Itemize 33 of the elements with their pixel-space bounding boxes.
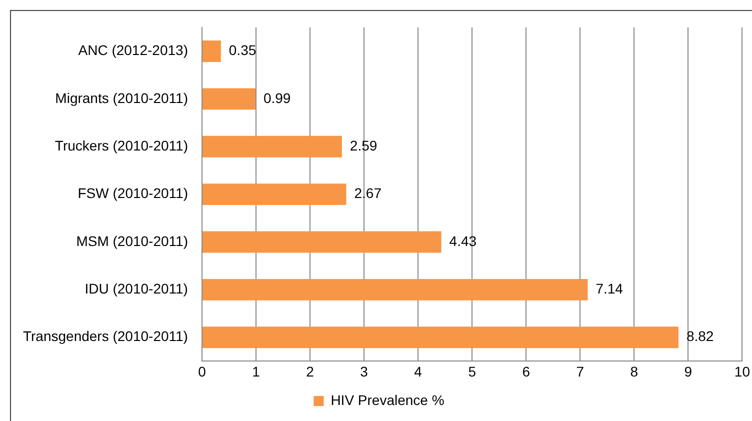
- data-label: 2.67: [354, 185, 382, 202]
- y-tick-label: Truckers (2010-2011): [54, 137, 188, 154]
- y-tick-label: Migrants (2010-2011): [55, 90, 188, 106]
- x-tick-label: 1: [252, 363, 260, 380]
- x-tick-label: 4: [414, 363, 422, 380]
- bar: [202, 184, 346, 206]
- x-tick-label: 5: [468, 363, 476, 380]
- data-label: 4.43: [449, 232, 477, 249]
- x-tick-label: 9: [684, 363, 692, 380]
- x-tick-label: 3: [360, 363, 368, 380]
- data-label: 0.99: [263, 90, 291, 106]
- x-tick-label: 6: [522, 363, 530, 380]
- y-tick-label: FSW (2010-2011): [78, 185, 188, 202]
- bar: [202, 88, 256, 110]
- bar: [202, 136, 342, 158]
- y-tick-label: MSM (2010-2011): [76, 232, 188, 249]
- data-label: 7.14: [596, 280, 624, 297]
- data-label: 2.59: [350, 137, 378, 154]
- bar: [202, 40, 221, 62]
- x-tick-label: 7: [576, 363, 584, 380]
- x-tick-label: 0: [198, 363, 206, 380]
- bar: [202, 326, 678, 348]
- x-tick-label: 2: [306, 363, 314, 380]
- y-tick-label: ANC (2012-2013): [78, 42, 188, 58]
- x-tick-label: 10: [734, 363, 750, 380]
- x-tick-label: 8: [630, 363, 638, 380]
- bar: [202, 231, 442, 253]
- y-tick-label: Transgenders (2010-2011): [22, 328, 188, 344]
- data-label: 8.82: [686, 328, 714, 344]
- y-tick-label: IDU (2010-2011): [84, 280, 188, 297]
- bar: [202, 278, 588, 300]
- legend-label: HIV Prevalence %: [330, 392, 444, 408]
- data-label: 0.35: [228, 42, 256, 58]
